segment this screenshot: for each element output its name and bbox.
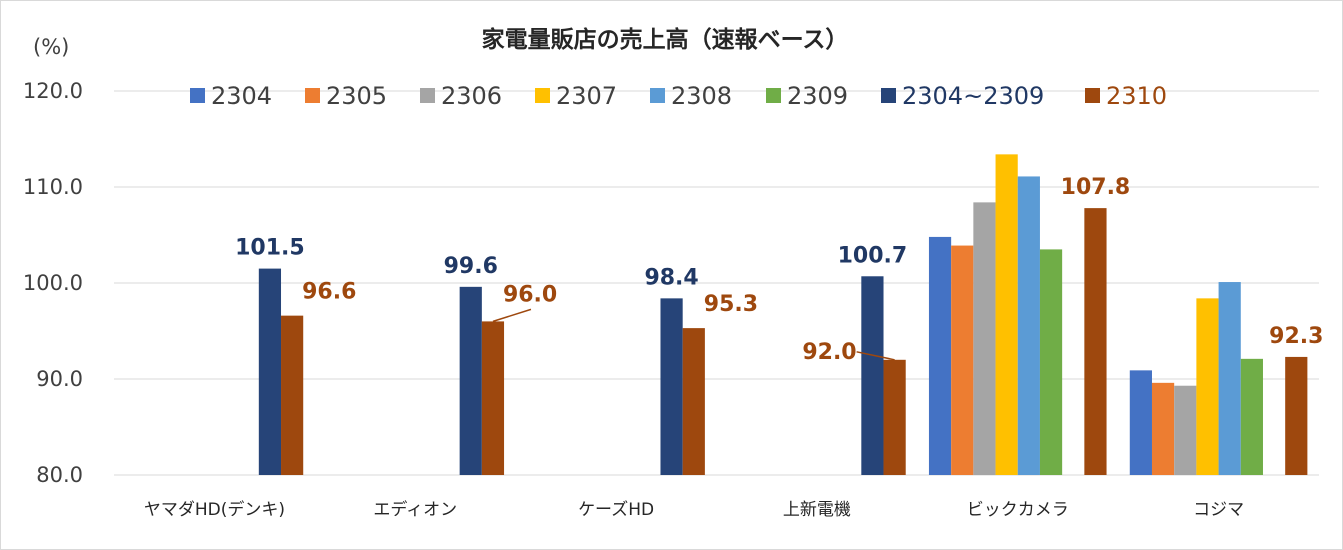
data-label-2304-2309-2: 99.6	[444, 254, 498, 279]
x-category-label: コジマ	[1193, 500, 1244, 520]
bar-2304-2309-1	[459, 286, 482, 475]
data-label-2310-8: 107.8	[1061, 175, 1131, 200]
data-label-2310-1: 96.6	[302, 280, 356, 305]
legend-label-2305: 2305	[326, 82, 387, 110]
legend-swatch-2304	[190, 88, 205, 103]
bar-2304-4	[928, 236, 952, 475]
bar-2308-4	[1017, 176, 1040, 475]
data-label-2304-2309-6: 100.7	[838, 243, 908, 268]
legend-label-2310: 2310	[1106, 82, 1167, 110]
x-axis-categories: ヤマダHD(デンキ) エディオン ケーズHD 上新電機 ビックカメラ コジマ	[144, 499, 1244, 520]
data-labels: 101.5 96.6 99.696.0 98.495.3 100.7 92.0 107.8 9…	[235, 175, 1323, 365]
bar-2310-4	[1084, 208, 1107, 475]
chart-title: 家電量販店の売上高（速報ベース）	[482, 26, 849, 53]
legend-label-2304-2309: 2304~2309	[902, 82, 1044, 110]
y-tick-label: 100.0	[23, 271, 83, 295]
bar-2305-5	[1151, 382, 1175, 475]
legend-swatch-2310	[1085, 88, 1100, 103]
bar-2309-5	[1240, 358, 1263, 475]
bar-2305-4	[951, 245, 974, 475]
bar-2310-2	[682, 328, 705, 475]
bar-2304-2309-2	[660, 298, 683, 475]
legend-label-2306: 2306	[441, 82, 502, 110]
y-axis-unit-label: (%)	[33, 35, 69, 59]
legend-swatch-2304-2309	[881, 88, 896, 103]
data-label-2304-2309-4: 98.4	[644, 265, 698, 290]
legend-swatch-2305	[305, 88, 320, 103]
legend-label-2308: 2308	[671, 82, 732, 110]
bar-2308-5	[1218, 282, 1241, 475]
y-axis-ticks: 80.0 90.0 100.0 110.0 120.0	[23, 79, 83, 487]
legend-swatch-2307	[535, 88, 550, 103]
bar-2306-4	[973, 202, 996, 476]
legend-label-2307: 2307	[556, 82, 617, 110]
y-tick-label: 90.0	[36, 367, 83, 391]
legend-label-2309: 2309	[787, 82, 848, 110]
data-label-2310-9: 92.3	[1269, 324, 1323, 349]
bar-2307-5	[1196, 298, 1219, 475]
bar-2304-2309-0	[258, 268, 282, 475]
legend-swatch-2309	[766, 88, 781, 103]
bars	[258, 154, 1308, 476]
bar-2310-0	[281, 315, 304, 475]
x-category-label: ヤマダHD(デンキ)	[144, 499, 285, 520]
bar-2304-2309-3	[861, 276, 884, 475]
y-tick-label: 110.0	[23, 175, 83, 199]
data-label-2310-5: 95.3	[704, 292, 758, 317]
bar-2309-4	[1039, 249, 1063, 475]
bar-2310-3	[883, 359, 906, 475]
legend-swatch-2306	[420, 88, 435, 103]
y-tick-label: 120.0	[23, 79, 83, 103]
legend-label-2304: 2304	[211, 82, 272, 110]
legend: 2304 2305 2306 2307 2308 2309 2304~2309 2310	[190, 82, 1167, 110]
x-category-label: ケーズHD	[578, 500, 654, 520]
bar-2304-5	[1129, 370, 1152, 475]
legend-swatch-2308	[650, 88, 665, 103]
data-label-2310-7: 92.0	[802, 340, 856, 365]
data-label-leader	[492, 308, 532, 323]
bar-2306-5	[1174, 385, 1197, 475]
data-label-leader	[856, 351, 895, 361]
data-label-2310-3: 96.0	[503, 282, 557, 307]
x-category-label: ビックカメラ	[967, 500, 1069, 520]
bar-2307-4	[995, 154, 1018, 476]
x-category-label: エディオン	[373, 499, 457, 520]
y-tick-label: 80.0	[36, 463, 83, 487]
x-category-label: 上新電機	[783, 500, 851, 520]
bar-2310-1	[481, 321, 505, 475]
data-label-2304-2309-0: 101.5	[235, 236, 305, 261]
bar-2310-5	[1285, 356, 1308, 475]
